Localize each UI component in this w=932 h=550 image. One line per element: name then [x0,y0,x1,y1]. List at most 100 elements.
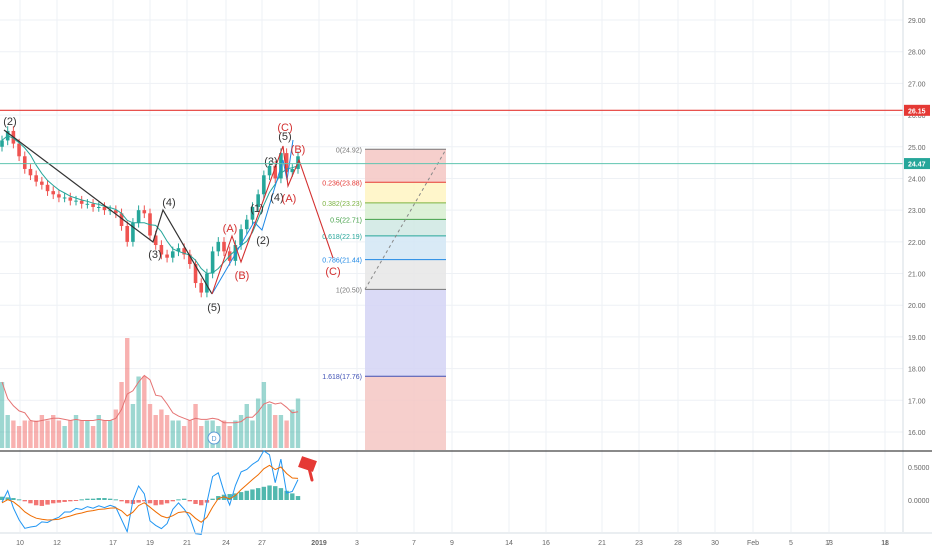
candle-body [262,175,266,195]
macd-histogram-bar [33,500,39,506]
volume-bar [199,426,204,448]
macd-histogram-bar [68,500,73,502]
candle-body [216,241,221,252]
macd-histogram-bar [11,498,16,500]
time-tick-label: 10 [16,540,24,547]
wave-label: (A) [223,223,238,235]
volume-bar [79,420,84,448]
candle-body [284,153,289,173]
wave-label: (B) [235,270,250,282]
candle-body [131,222,135,242]
volume-bar [170,420,175,448]
volume-bar [153,415,158,448]
wave-label: (4) [270,192,283,204]
fib-level-label: 0.236(23.88) [322,180,362,187]
price-tick-label: 16.00 [908,430,926,437]
macd-histogram-bar [193,500,198,504]
volume-bar [45,420,50,448]
time-tick-label: 24 [222,540,230,547]
fib-band [365,149,446,183]
volume-bar [102,420,107,448]
macd-histogram-bar [113,499,119,501]
price-tick-label: 26.00 [908,113,926,120]
time-tick-label: 17 [109,540,117,547]
macd-histogram-bar [210,498,215,500]
macd-line [1,450,299,535]
time-tick-label: 18 [881,540,889,547]
fib-level-label: 1(20.50) [336,287,362,294]
candle-body [34,175,38,182]
macd-histogram-bar [119,500,124,502]
macd-histogram-bar [199,500,204,506]
time-tick-label: 21 [183,540,191,547]
candle-body [51,191,56,195]
macd-histogram-bar [221,494,227,500]
candle-body [74,200,78,202]
fib-level-label: 0.786(21.44) [322,258,362,265]
volume-bar [5,415,10,448]
volume-bar [290,409,295,448]
wave-label: (B) [291,144,306,156]
fib-level-label: 0.382(23.23) [322,201,362,208]
candle-body [114,210,118,214]
macd-histogram-bar [51,500,56,504]
macd-histogram-bar [153,500,158,506]
macd-histogram-bar [227,494,232,500]
time-tick-label: 30 [711,540,719,547]
candle-body [170,251,175,258]
price-tick-label: 28.00 [908,50,926,57]
candle-body [210,251,215,274]
macd-histogram-bar [96,498,101,500]
candle-body [176,248,181,252]
volume-bar [96,415,101,448]
volume-bar [136,376,141,448]
volume-bar [39,415,45,448]
volume-bar [176,420,181,448]
volume-bar [261,382,267,448]
candle-body [153,235,158,246]
candle-body [125,226,130,242]
time-tick-label: 7 [827,540,831,547]
candle-body [91,203,95,207]
volume-bar [147,404,153,448]
macd-histogram-bar [136,500,141,503]
time-axis: 10 12 17 19 21 24 27 2019 3 7 9 14 16 21 23 28 30 Feb 5 7 11… [0,532,932,547]
volume-bar [33,420,39,448]
candle-body [108,210,112,212]
fib-level-label: 0.618(22.19) [322,234,362,241]
candle-body [45,184,50,192]
macd-histogram-bar [39,500,45,506]
price-tick-label: 27.00 [908,81,926,88]
time-tick-label: 28 [674,540,682,547]
time-tick-label: 27 [258,540,266,547]
candle-body [102,206,107,211]
fib-band [365,202,446,220]
macd-histogram-bar [181,498,187,500]
macd-panel: 0.5000 0.0000 [0,450,932,535]
macd-histogram-bar [255,488,261,500]
price-tick-label: 25.00 [908,145,926,152]
price-levels: D [0,109,903,445]
macd-histogram-bar [250,489,255,500]
price-tick-label: 19.00 [908,335,926,342]
volume-bar [22,420,27,448]
volume-bar [227,426,232,448]
fib-level-label: 1.618(17.76) [322,374,362,381]
fib-trend-line [364,149,447,290]
time-tick-label: Feb [747,540,759,547]
macd-histogram-bar [164,500,170,504]
candle-body [22,156,27,169]
macd-histogram-bar [73,500,79,501]
candle-body [136,210,141,223]
wave-label: (3) [264,156,277,168]
volume-ma-line [1,374,299,424]
fib-band [365,235,446,260]
macd-histogram-bar [45,500,50,505]
wave-line-major [3,129,213,295]
volume-bar [295,398,301,448]
macd-histogram-bar [90,498,96,500]
volume-bar [0,382,5,448]
down-arrow-icon [298,456,317,482]
